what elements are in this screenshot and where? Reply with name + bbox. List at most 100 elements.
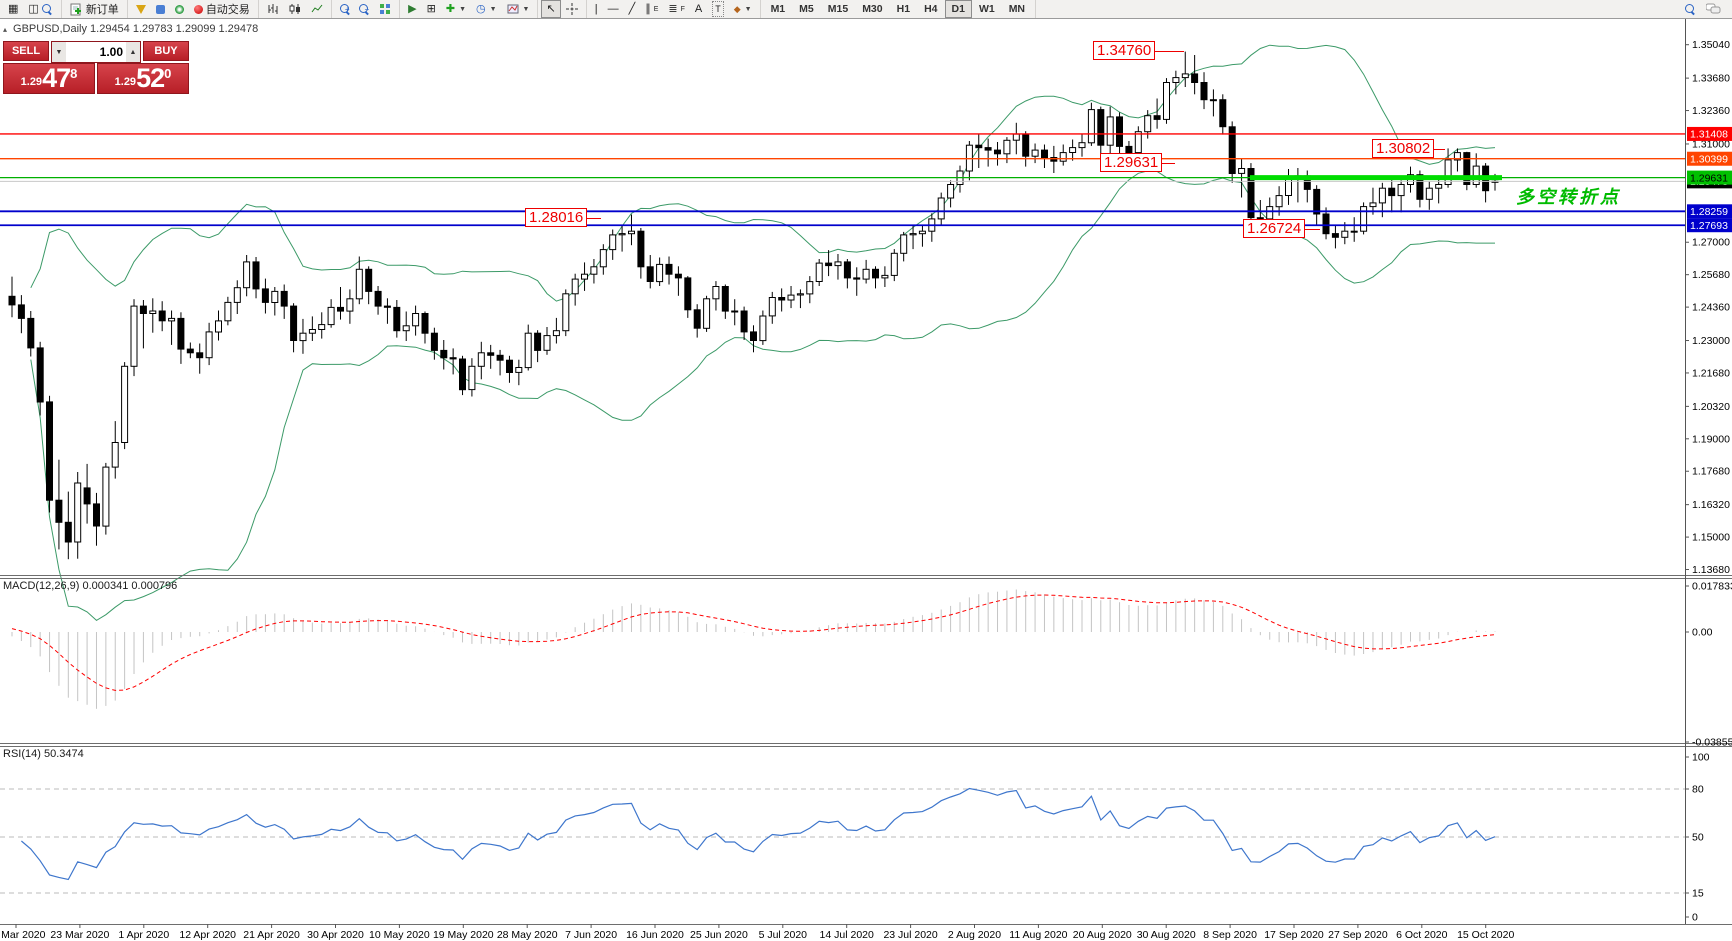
template-icon (507, 4, 519, 14)
doc-plus-icon (70, 3, 81, 15)
svg-text:1.27693: 1.27693 (1690, 220, 1728, 232)
tile-windows-button[interactable] (374, 0, 396, 18)
chart-canvas[interactable]: 1.35040 1.33680 1.32360 1.31000 1.27000 1.256… (0, 19, 1732, 941)
channel-tool[interactable]: ∥ E (645, 3, 659, 15)
styler-button[interactable] (131, 0, 151, 18)
terminal-button[interactable] (151, 0, 170, 18)
text-label-tool[interactable]: T (707, 0, 729, 18)
price-label-object[interactable]: 1.29631 (1100, 153, 1176, 172)
candle (430, 332, 438, 351)
candle (684, 277, 692, 311)
candle (524, 332, 532, 369)
candle (656, 263, 664, 283)
volume-decrease-button[interactable]: ▼ (52, 42, 66, 62)
candle (674, 273, 682, 279)
indicators-button[interactable]: ✚ ▼ (441, 0, 471, 18)
fibonacci-tool[interactable]: ≣ F (668, 3, 685, 15)
price-label-object[interactable]: 1.30802 (1372, 139, 1446, 158)
price-label-object[interactable]: 1.26724 (1243, 219, 1321, 238)
crosshair-icon (565, 3, 578, 15)
crosshair-tool-button[interactable] (561, 0, 583, 18)
svg-text:1.33680: 1.33680 (1692, 73, 1730, 85)
svg-text:14 Jul 2020: 14 Jul 2020 (820, 929, 874, 941)
text-tool[interactable]: A (690, 0, 707, 18)
candle (1078, 142, 1086, 149)
chart-shift-icon: ⊞ (426, 3, 436, 15)
svg-text:5 Jul 2020: 5 Jul 2020 (759, 929, 808, 941)
candle (177, 317, 185, 350)
candle (1219, 99, 1227, 128)
candle (402, 325, 410, 332)
auto-scroll-button[interactable]: ▶ (403, 0, 421, 18)
vline-icon: | (594, 3, 598, 15)
arrows-tool[interactable]: ◆ ▼ (729, 0, 757, 18)
autotrading-button[interactable]: 自动交易 (189, 0, 255, 18)
zoom-in-button[interactable]: + (335, 0, 355, 18)
candle (1163, 82, 1170, 120)
horizontal-line-tool[interactable]: — (603, 0, 624, 18)
candle (215, 320, 222, 333)
candle (449, 357, 457, 360)
chart-bars-button[interactable] (262, 0, 284, 18)
candle (506, 359, 513, 374)
new-chart-button[interactable]: ▦ (3, 0, 23, 18)
volume-input[interactable] (66, 42, 126, 62)
trendline-tool[interactable]: ╱ (624, 0, 641, 18)
svg-text:1.32360: 1.32360 (1692, 105, 1730, 117)
sell-price-panel[interactable]: 1.29 47 8 (3, 63, 95, 94)
candle (881, 274, 889, 279)
candle (637, 230, 645, 268)
zoom-out-button[interactable]: − (354, 0, 374, 18)
bollinger-upper-band (30, 44, 1496, 302)
new-order-button[interactable]: 新订单 (65, 0, 124, 18)
candle (1041, 149, 1048, 159)
timeframe-H4[interactable]: H4 (924, 3, 938, 15)
candle (93, 503, 100, 527)
chart-shift-button[interactable]: ⊞ (422, 0, 441, 18)
candle (55, 499, 63, 523)
vertical-line-tool[interactable]: | (590, 0, 603, 18)
periods-button[interactable]: ◷ ▼ (471, 0, 502, 18)
buy-button[interactable]: BUY (143, 41, 189, 61)
data-center-button[interactable] (170, 0, 189, 18)
timeframe-H1[interactable]: H1 (896, 3, 911, 15)
timeframe-M5[interactable]: M5 (799, 3, 814, 15)
price-badge (1687, 170, 1732, 185)
sell-button[interactable]: SELL (3, 41, 49, 61)
timeframe-MN[interactable]: MN (1008, 3, 1026, 15)
community-chat-button[interactable] (1701, 0, 1726, 18)
dropdown-caret-icon: ▼ (489, 5, 497, 13)
chart-line-button[interactable] (306, 0, 328, 18)
clock-icon: ◷ (476, 3, 486, 15)
candle (121, 365, 129, 443)
candle (205, 331, 213, 359)
candle (1200, 82, 1208, 101)
turning-point-note[interactable]: 多空转折点 (1516, 187, 1621, 207)
line-chart-icon (311, 4, 323, 13)
svg-text:1.25680: 1.25680 (1692, 269, 1730, 281)
svg-text:1.16320: 1.16320 (1692, 499, 1730, 511)
price-label-object[interactable]: 1.34760 (1093, 41, 1185, 60)
search-button[interactable] (1680, 0, 1701, 18)
timeframe-M1[interactable]: M1 (770, 3, 786, 15)
templates-button[interactable]: ▼ (502, 0, 535, 18)
candle (412, 313, 420, 327)
timeframe-M15[interactable]: M15 (827, 3, 849, 15)
svg-text:23 Mar 2020: 23 Mar 2020 (50, 929, 109, 941)
profiles-button[interactable]: ◫ (23, 0, 57, 18)
price-badge (1687, 126, 1732, 141)
candle (355, 268, 363, 300)
candle (806, 281, 814, 295)
cursor-tool-button[interactable]: ↖ (541, 0, 561, 18)
svg-text:21 Apr 2020: 21 Apr 2020 (243, 929, 300, 941)
buy-price-panel[interactable]: 1.29 52 0 (97, 63, 189, 94)
price-label-object[interactable]: 1.28016 (525, 208, 602, 227)
volume-increase-button[interactable]: ▲ (126, 42, 140, 62)
rsi-indicator-label: RSI(14) 50.3474 (3, 748, 84, 760)
auto-scroll-icon: ▶ (408, 3, 417, 15)
timeframe-D1[interactable]: D1 (944, 0, 972, 18)
text-icon: A (694, 3, 703, 15)
timeframe-W1[interactable]: W1 (978, 3, 995, 15)
chart-candles-button[interactable] (284, 0, 306, 18)
timeframe-M30[interactable]: M30 (862, 3, 883, 15)
